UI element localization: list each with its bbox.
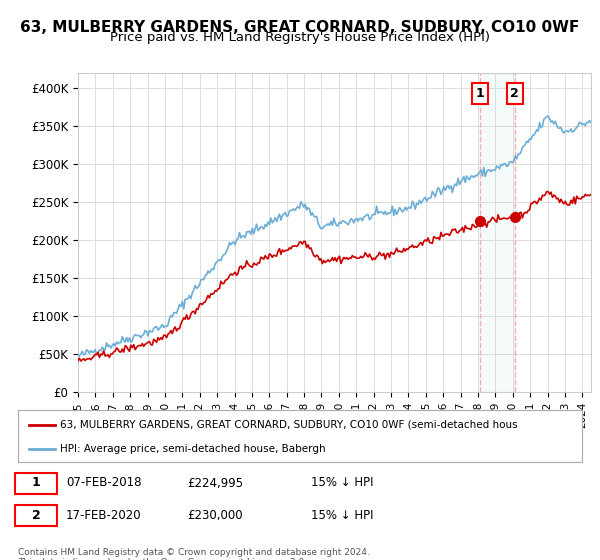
Text: 1: 1	[475, 87, 484, 100]
Text: 63, MULBERRY GARDENS, GREAT CORNARD, SUDBURY, CO10 0WF (semi-detached hous: 63, MULBERRY GARDENS, GREAT CORNARD, SUD…	[60, 420, 518, 430]
Text: £230,000: £230,000	[187, 508, 243, 522]
Text: Price paid vs. HM Land Registry's House Price Index (HPI): Price paid vs. HM Land Registry's House …	[110, 31, 490, 44]
Text: 15% ↓ HPI: 15% ↓ HPI	[311, 477, 374, 489]
Text: 63, MULBERRY GARDENS, GREAT CORNARD, SUDBURY, CO10 0WF: 63, MULBERRY GARDENS, GREAT CORNARD, SUD…	[20, 20, 580, 35]
Text: HPI: Average price, semi-detached house, Babergh: HPI: Average price, semi-detached house,…	[60, 444, 326, 454]
FancyBboxPatch shape	[15, 505, 58, 526]
Text: £224,995: £224,995	[187, 477, 244, 489]
Text: 2: 2	[511, 87, 519, 100]
Text: 17-FEB-2020: 17-FEB-2020	[66, 508, 142, 522]
Text: 15% ↓ HPI: 15% ↓ HPI	[311, 508, 374, 522]
Text: 1: 1	[32, 477, 40, 489]
FancyBboxPatch shape	[15, 473, 58, 493]
Text: 07-FEB-2018: 07-FEB-2018	[66, 477, 142, 489]
Text: Contains HM Land Registry data © Crown copyright and database right 2024.
This d: Contains HM Land Registry data © Crown c…	[18, 548, 370, 560]
Text: 2: 2	[32, 508, 40, 522]
Bar	[480, 73, 515, 392]
